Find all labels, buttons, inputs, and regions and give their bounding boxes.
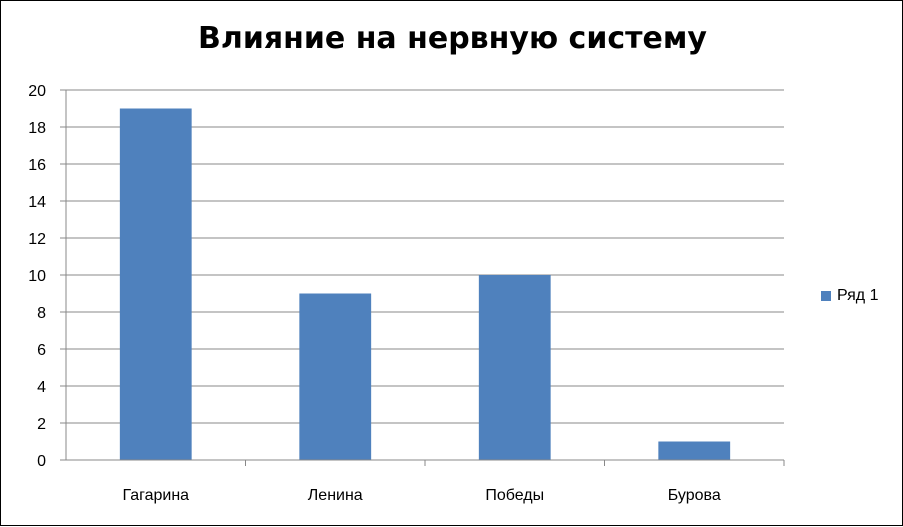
y-tick-labels: 0 2 4 6 8 10 12 14 16 18 20 xyxy=(28,83,46,470)
x-tick-labels: Гагарина Ленина Победы Бурова xyxy=(122,487,720,504)
bars xyxy=(119,108,731,460)
legend: Ряд 1 xyxy=(821,287,878,305)
bar xyxy=(119,108,192,460)
bar xyxy=(478,275,551,460)
y-tick-label: 6 xyxy=(37,342,46,359)
legend-swatch xyxy=(821,291,831,301)
x-tick-label: Ленина xyxy=(308,487,363,504)
bar xyxy=(658,441,731,460)
chart-title: Влияние на нервную систему xyxy=(198,21,707,56)
x-tick-label: Гагарина xyxy=(122,487,189,504)
x-tick-label: Бурова xyxy=(668,487,721,504)
bar xyxy=(299,293,372,460)
y-tick-label: 2 xyxy=(37,416,46,433)
y-tick-label: 8 xyxy=(37,305,46,322)
legend-label: Ряд 1 xyxy=(837,287,879,304)
y-tick-label: 16 xyxy=(28,157,46,174)
x-tick-label: Победы xyxy=(485,487,544,504)
y-tick-label: 18 xyxy=(28,120,46,137)
y-tick-label: 14 xyxy=(28,194,46,211)
y-tick-label: 12 xyxy=(28,231,46,248)
y-tick-label: 4 xyxy=(37,379,46,396)
y-tick-label: 10 xyxy=(28,268,46,285)
axes xyxy=(60,89,785,466)
y-tick-label: 20 xyxy=(28,83,46,100)
y-tick-label: 0 xyxy=(37,453,46,470)
